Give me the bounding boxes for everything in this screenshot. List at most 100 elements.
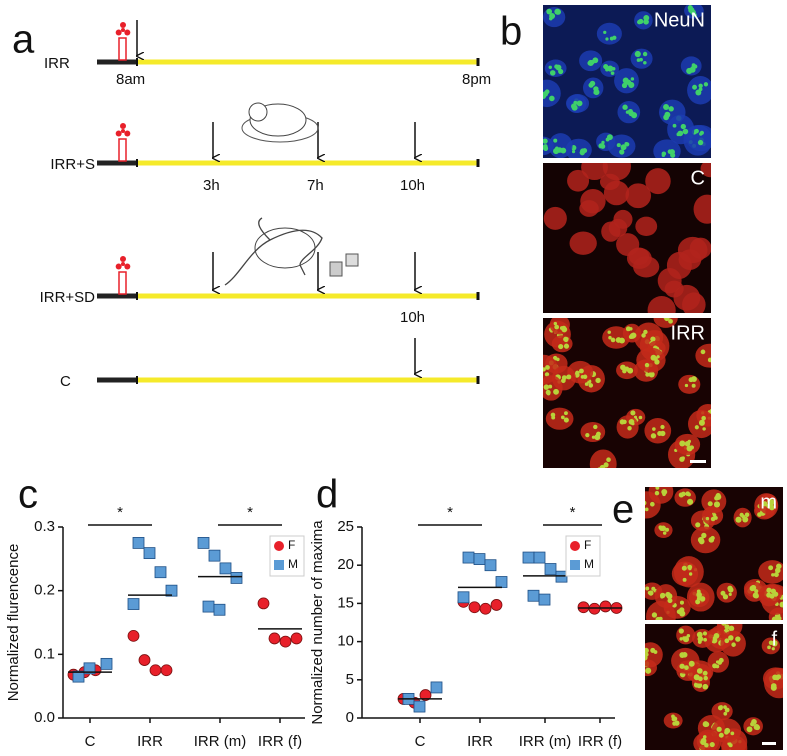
point-m — [213, 603, 226, 616]
speckle — [702, 735, 707, 739]
speckle — [662, 531, 667, 535]
speckle — [724, 727, 731, 734]
speckle — [768, 499, 775, 506]
speckle — [554, 8, 561, 15]
speckle — [750, 721, 755, 727]
speckle — [579, 149, 585, 156]
speckle — [771, 647, 775, 651]
speckle — [587, 61, 592, 66]
speckle — [703, 82, 709, 87]
speckle — [766, 587, 772, 593]
point-m — [132, 537, 145, 549]
point-f — [479, 602, 492, 615]
image-label: f — [771, 628, 777, 650]
legend-label: F — [288, 538, 295, 552]
cell — [634, 11, 653, 30]
speckle — [561, 326, 568, 333]
speckle — [553, 138, 558, 143]
point-m — [219, 562, 232, 575]
speckle — [690, 9, 696, 16]
speckle — [650, 354, 657, 361]
cells — [543, 318, 711, 468]
point-m — [522, 551, 535, 564]
speckle — [696, 668, 703, 674]
x-tick-label: IRR (f) — [258, 733, 302, 750]
speckle — [645, 647, 649, 654]
cell — [543, 206, 567, 230]
speckle — [585, 432, 590, 438]
speckle — [687, 439, 692, 444]
speckle — [625, 110, 630, 114]
cell — [644, 418, 672, 444]
speckle — [700, 421, 704, 426]
cell — [580, 421, 606, 443]
time-label: 7h — [307, 177, 324, 194]
speckle — [730, 731, 735, 736]
speckle — [603, 30, 607, 35]
speckle — [622, 368, 627, 374]
speckle — [728, 636, 733, 641]
radiation-icon — [121, 262, 125, 266]
speckle — [712, 513, 717, 518]
speckle — [543, 367, 546, 372]
speckle — [701, 532, 707, 539]
speckle — [553, 388, 559, 395]
cell — [758, 560, 783, 584]
y-tick-label: 0.3 — [34, 518, 55, 535]
speckle — [561, 378, 566, 384]
cell — [636, 347, 666, 373]
speckle — [681, 652, 688, 658]
speckle — [597, 467, 602, 468]
speckle — [707, 501, 713, 507]
speckle — [616, 143, 621, 148]
cell — [645, 642, 663, 668]
speckle — [593, 90, 597, 95]
cell — [543, 79, 561, 108]
speckle — [543, 138, 548, 144]
speckle — [676, 609, 682, 615]
point-m — [143, 547, 156, 560]
row-label: IRR+SD — [40, 289, 96, 306]
speckle — [551, 415, 556, 420]
speckle — [718, 732, 724, 738]
speckle — [715, 492, 721, 498]
cell — [701, 489, 727, 514]
point-m — [165, 584, 178, 597]
speckle — [650, 433, 657, 439]
speckle — [687, 492, 691, 497]
cell — [716, 582, 737, 603]
panel-label: b — [500, 10, 522, 54]
y-tick-label: 20 — [337, 556, 354, 573]
radiation-icon — [124, 130, 131, 137]
row-label: IRR+S — [50, 156, 95, 173]
speckle — [699, 596, 706, 602]
legend-swatch — [274, 541, 284, 551]
point-m — [495, 576, 508, 588]
speckle — [619, 149, 625, 155]
radiation-icon — [121, 129, 125, 133]
irradiation-source — [118, 37, 127, 61]
speckle — [684, 383, 689, 388]
speckle — [639, 57, 643, 62]
point-m — [430, 681, 443, 694]
speckle — [664, 318, 670, 322]
speckle — [628, 108, 633, 114]
speckle — [696, 589, 701, 594]
cell — [608, 218, 628, 237]
speckle — [645, 586, 650, 591]
time-label: 3h — [203, 177, 220, 194]
cells — [543, 5, 711, 158]
speckle — [549, 13, 556, 19]
speckle — [731, 642, 736, 647]
speckle — [687, 498, 694, 505]
speckle — [741, 514, 746, 519]
cell — [603, 180, 630, 206]
time-label: 8am — [116, 71, 145, 88]
speckle — [659, 592, 666, 599]
speckle — [722, 594, 729, 600]
speckle — [650, 647, 656, 653]
cell — [680, 56, 702, 76]
speckle — [543, 144, 548, 151]
speckle — [698, 83, 703, 89]
speckle — [767, 645, 771, 650]
